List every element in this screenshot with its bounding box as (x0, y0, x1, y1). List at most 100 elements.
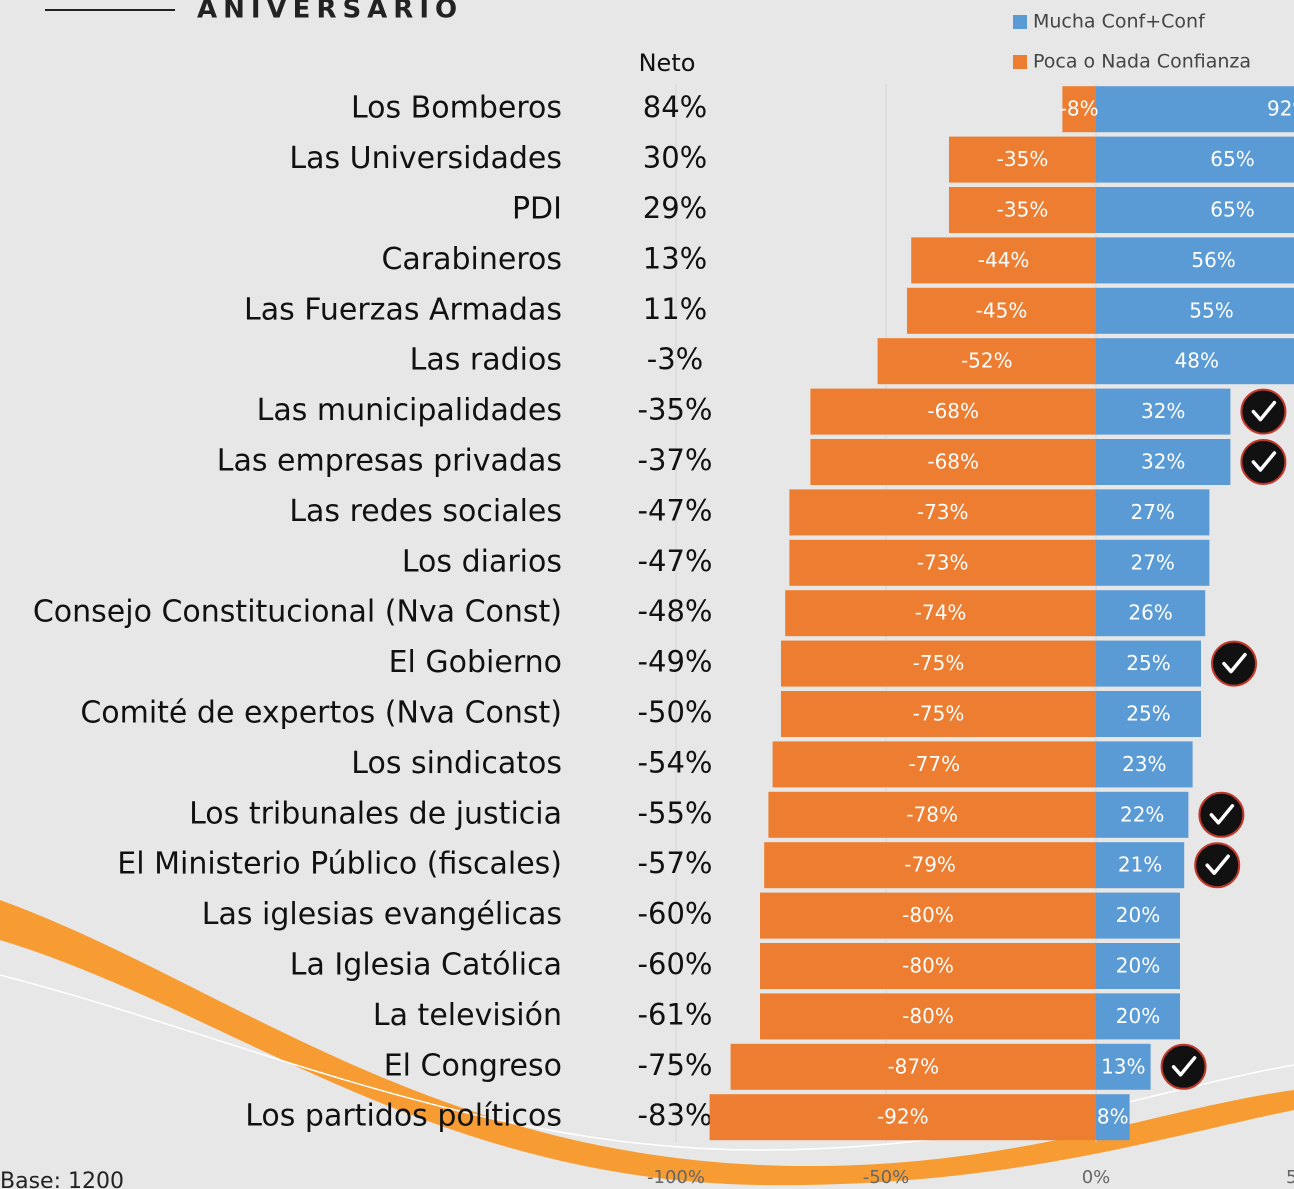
net-value: -50% (638, 695, 713, 729)
bar-label: 20% (1116, 954, 1160, 978)
bar (1096, 86, 1294, 133)
category-label: Las Universidades (289, 141, 562, 176)
x-tick-label: -100% (647, 1167, 705, 1188)
check-circle (1240, 388, 1287, 435)
net-value: -75% (638, 1048, 713, 1082)
check-tick (1251, 451, 1277, 472)
net-value: -57% (638, 846, 713, 880)
bar-label: 65% (1210, 198, 1254, 222)
net-value: 11% (643, 292, 707, 326)
bar (760, 892, 1096, 939)
check-icon (1240, 439, 1287, 485)
bar (907, 287, 1096, 334)
net-value: -48% (638, 594, 713, 628)
bar (789, 489, 1096, 536)
check-circle (1240, 439, 1287, 485)
bar-label: -35% (997, 198, 1049, 222)
bar (772, 741, 1096, 788)
bar (1096, 1043, 1151, 1090)
check-tick (1209, 804, 1235, 825)
bar-label: -8% (1060, 97, 1099, 121)
bar-label: 27% (1130, 550, 1174, 574)
bar (877, 338, 1096, 385)
category-label: La Iglesia Católica (290, 948, 562, 983)
net-value: -37% (638, 443, 713, 477)
bar-label: -92% (877, 1105, 929, 1129)
bar-label: 32% (1141, 399, 1185, 423)
category-label: Comité de expertos (Nva Const) (80, 696, 562, 731)
net-value: -35% (638, 393, 713, 427)
category-label: Las empresas privadas (217, 444, 562, 479)
category-label: PDI (512, 192, 562, 227)
bar-label: -68% (927, 450, 979, 474)
category-label: Los partidos políticos (245, 1099, 562, 1134)
check-circle (1194, 842, 1241, 889)
net-value: -60% (638, 897, 713, 931)
bar-label: 26% (1128, 601, 1172, 625)
category-label: Las radios (410, 343, 562, 378)
bar (1096, 237, 1294, 284)
bar-label: -80% (902, 903, 954, 927)
bar (1096, 1094, 1130, 1141)
legend-swatch (1013, 55, 1027, 69)
net-value: -55% (638, 796, 713, 830)
bar-label: -78% (906, 802, 958, 826)
bar-label: -74% (915, 601, 967, 625)
check-tick (1171, 1056, 1197, 1077)
x-tick-label: -50% (863, 1167, 910, 1188)
bar-label: -73% (917, 500, 969, 524)
bar (764, 842, 1096, 889)
bar-label: -77% (908, 752, 960, 776)
bar (768, 791, 1096, 838)
bar-label: 92% (1267, 97, 1294, 121)
category-label: La televisión (373, 998, 562, 1033)
bar-label: 21% (1118, 853, 1162, 877)
bar (911, 237, 1096, 284)
net-value: 30% (643, 141, 707, 175)
check-tick (1205, 854, 1230, 875)
category-label: Los Bomberos (351, 91, 562, 126)
net-value: -83% (638, 1098, 713, 1132)
bar (1096, 993, 1180, 1040)
bar (810, 388, 1096, 435)
bar-label: -80% (902, 1004, 954, 1028)
bar (760, 943, 1096, 989)
check-circle (1211, 640, 1257, 687)
net-value: 84% (643, 90, 707, 124)
bar-label: -44% (978, 248, 1030, 272)
bar (785, 590, 1096, 637)
category-label: El Gobierno (389, 645, 562, 680)
net-value: -54% (638, 745, 713, 779)
net-value: -3% (647, 342, 703, 376)
bar-label: 8% (1097, 1105, 1129, 1129)
bar (1096, 136, 1294, 183)
bar (781, 691, 1096, 737)
legend-swatch (1013, 15, 1027, 29)
bar (781, 640, 1096, 687)
net-value: 13% (643, 241, 707, 275)
category-label: Las iglesias evangélicas (202, 897, 562, 932)
bar (1096, 640, 1201, 687)
bar-label: 55% (1189, 298, 1233, 322)
net-value: -60% (638, 947, 713, 981)
check-icon (1211, 640, 1257, 687)
bar (810, 439, 1096, 485)
category-label: Las municipalidades (257, 393, 562, 428)
bar-label: 32% (1141, 450, 1185, 474)
net-value: -47% (638, 544, 713, 578)
bar-label: 25% (1126, 651, 1170, 675)
bar-label: -79% (904, 853, 956, 877)
check-icon (1160, 1043, 1207, 1090)
bar-label: -73% (917, 550, 969, 574)
bar (709, 1094, 1096, 1141)
net-value: -49% (638, 645, 713, 679)
bar (1096, 943, 1180, 989)
bar-label: -87% (887, 1054, 939, 1078)
bar (1096, 590, 1206, 637)
bar-label: -52% (961, 349, 1013, 373)
bar (1096, 539, 1210, 586)
bar (949, 187, 1096, 233)
bar-label: -35% (997, 147, 1049, 171)
category-label: Las Fuerzas Armadas (244, 292, 562, 327)
bar (1096, 187, 1294, 233)
